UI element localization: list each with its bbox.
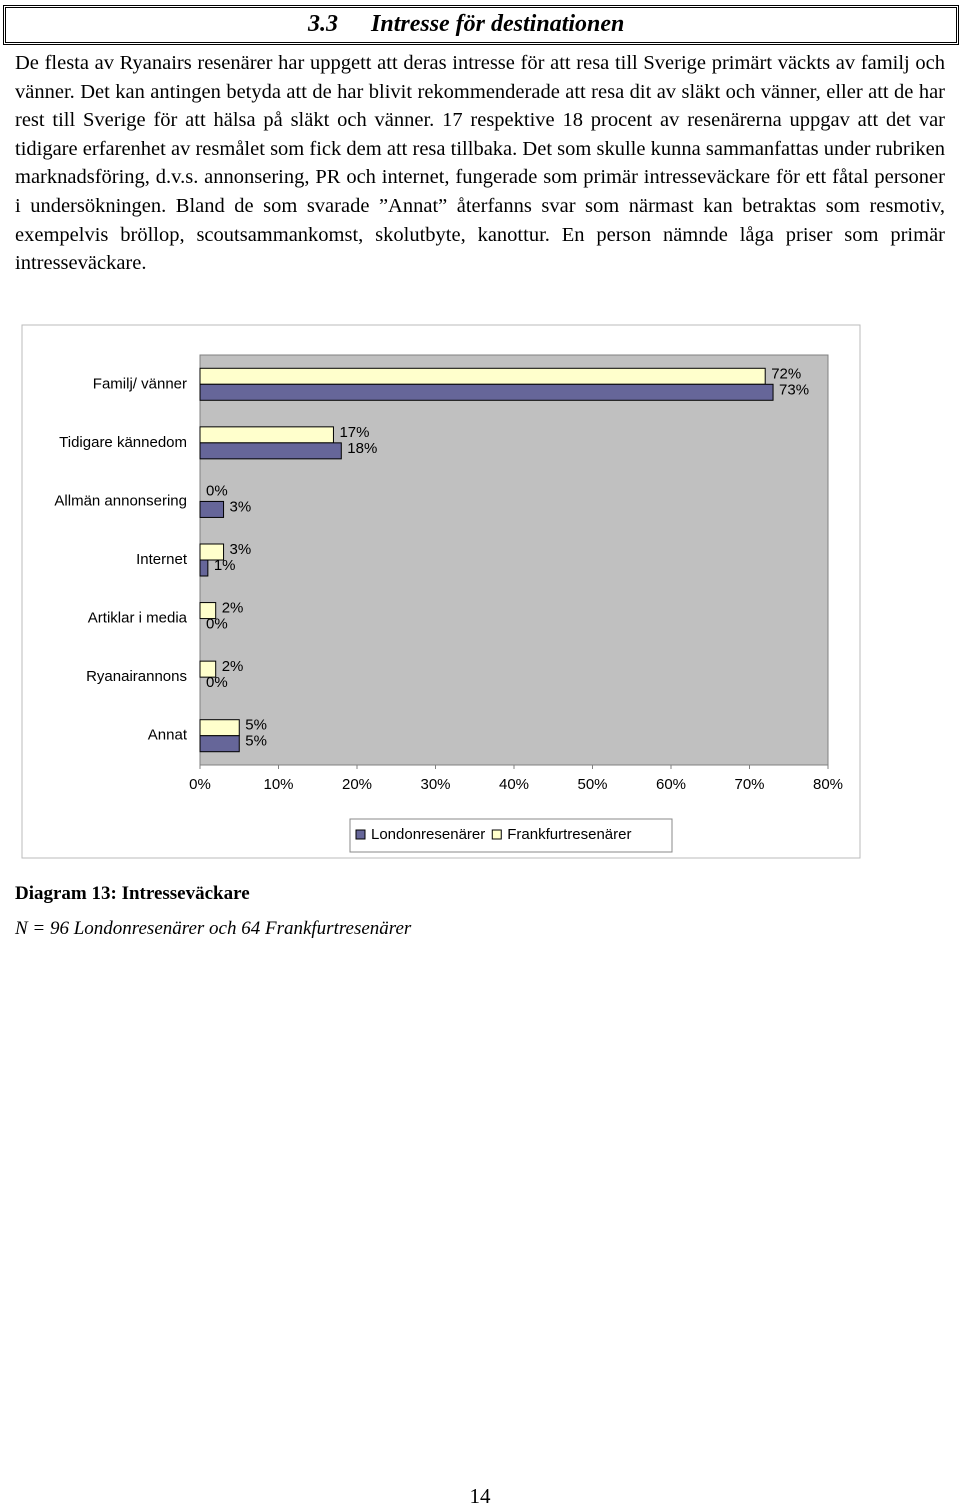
bar [199,500,225,518]
section-title: Intresse för destinationen [371,11,625,37]
value-label: 0% [206,674,228,691]
body-text: De flesta av Ryanairs resenärer har uppg… [15,52,945,275]
legend-label: Londonresenärer [371,826,485,843]
value-label: 73% [779,381,809,398]
section-number: 3.3 [308,11,338,37]
value-label: 18% [347,440,377,457]
value-label: 2% [222,600,244,617]
chart: 0% 10% 20% 30% 40% 50% 60% 70% 80% Familj/ vänner… [21,324,861,859]
bar [199,383,774,401]
value-label: 72% [771,365,801,382]
bar [199,602,217,620]
x-tick-label: 30% [420,776,450,793]
x-tick-label: 80% [813,776,843,793]
caption-note: N = 96 Londonresenärer och 64 Frankfurtr… [15,918,412,939]
x-tick-label: 60% [656,776,686,793]
x-tick-label: 0% [189,776,211,793]
value-label: 1% [214,557,236,574]
value-label: 5% [245,733,267,750]
x-tick-label: 50% [577,776,607,793]
legend-swatch [355,829,366,840]
category-label: Tidigare kännedom [59,434,187,451]
category-label: Familj/ vänner [93,375,187,392]
value-label: 3% [230,541,252,558]
bar [199,426,334,444]
x-tick-label: 20% [342,776,372,793]
category-label: Internet [136,551,188,568]
value-label: 17% [339,424,369,441]
page-number: 14 [469,1484,491,1508]
category-label: Allmän annonsering [54,492,187,509]
value-label: 0% [206,616,228,633]
bar [199,543,225,561]
x-tick-label: 70% [734,776,764,793]
x-tick-label: 10% [263,776,293,793]
caption-title: Diagram 13: Intresseväckare [15,883,250,904]
category-label: Artiklar i media [88,610,188,627]
plot-area [199,354,829,766]
legend-box [349,818,673,853]
category-label: Ryanairannons [86,668,187,685]
bar [199,719,240,737]
bar [199,367,766,385]
section-heading: 3.3 Intresse för destinationen [3,5,959,45]
bar [199,660,217,678]
bar [199,559,209,577]
value-label: 5% [245,717,267,734]
legend-label: Frankfurtresenärer [507,826,631,843]
legend-swatch [491,829,502,840]
x-tick-label: 40% [499,776,529,793]
value-label: 3% [230,498,252,515]
value-label: 0% [206,482,228,499]
value-label: 2% [222,658,244,675]
bar [199,735,240,753]
category-label: Annat [148,727,188,744]
bar [199,442,342,460]
